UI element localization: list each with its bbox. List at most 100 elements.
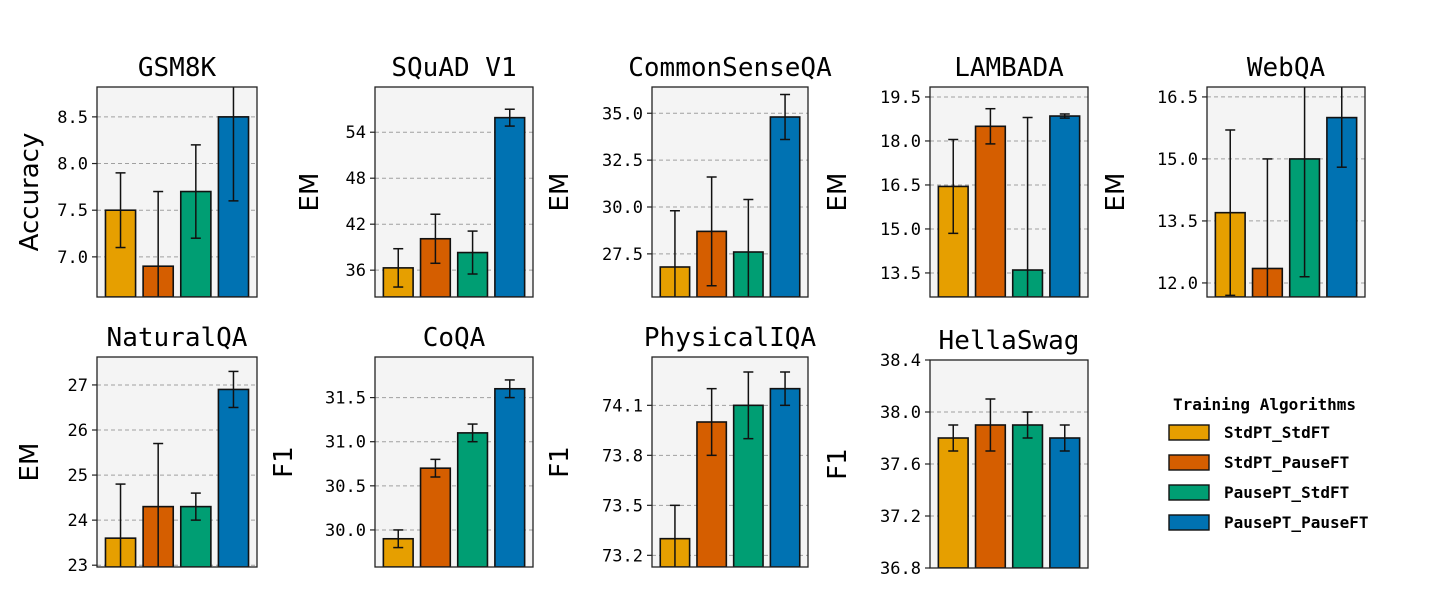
bar-pausept-stdft xyxy=(1011,424,1044,568)
legend-swatch xyxy=(1168,454,1210,471)
y-tick-label: 27 xyxy=(68,376,88,396)
y-tick-label: 30.0 xyxy=(325,521,366,541)
legend-item: PausePT_StdFT xyxy=(1168,483,1349,502)
y-tick-label: 38.0 xyxy=(880,403,921,423)
y-tick-label: 54 xyxy=(346,123,366,143)
y-tick-label: 19.5 xyxy=(880,88,921,108)
y-tick-label: 74.1 xyxy=(602,396,643,416)
axes-frame xyxy=(96,356,258,568)
y-axis-label: EM xyxy=(823,173,853,212)
y-tick-label: 27.5 xyxy=(602,245,643,265)
y-tick-label: 31.0 xyxy=(325,433,366,453)
y-tick-label: 37.2 xyxy=(880,507,921,527)
panel-physicaliqa: 73.2 73.5 73.8 74.1 PhysicalIQA F1 xyxy=(545,323,817,568)
y-tick-label: 13.5 xyxy=(1157,212,1198,232)
panel-lambada: 13.5 15.0 16.5 18.0 19.5 LAMBADA EM xyxy=(823,53,1089,298)
y-tick-label: 73.8 xyxy=(602,446,643,466)
y-axis-label: EM xyxy=(295,173,325,212)
legend-swatch xyxy=(1168,424,1210,441)
panel-webqa: 12.0 13.5 15.0 16.5 WebQA EM xyxy=(1101,53,1366,298)
bar-pausept-pauseft xyxy=(769,387,801,567)
bars xyxy=(104,370,250,567)
panel-title: PhysicalIQA xyxy=(644,323,817,353)
bar-stdpt-pauseft xyxy=(419,467,452,567)
y-tick-label: 36.8 xyxy=(880,559,921,579)
axes-frame xyxy=(374,356,534,568)
bar-stdpt-pauseft xyxy=(974,125,1007,297)
legend-label: StdPT_PauseFT xyxy=(1224,453,1349,472)
bars xyxy=(937,107,1081,297)
y-tick-label: 31.5 xyxy=(325,389,366,409)
legend-swatch xyxy=(1168,484,1210,501)
bar-pausept-pauseft xyxy=(217,388,250,567)
y-axis-label: EM xyxy=(545,173,575,212)
bar-pausept-pauseft xyxy=(769,116,801,297)
panel-title: SQuAD V1 xyxy=(391,53,516,83)
legend-label: PausePT_PauseFT xyxy=(1224,513,1369,532)
panel-hellaswag: 36.8 37.2 37.6 38.0 38.4 HellaSwag F1 xyxy=(823,326,1089,579)
y-tick-label: 7.0 xyxy=(57,248,88,268)
axes-frame xyxy=(96,86,258,298)
y-tick-label: 32.5 xyxy=(602,151,643,171)
axes-frame xyxy=(1206,86,1366,298)
y-tick-label: 13.5 xyxy=(880,264,921,284)
y-tick-label: 30.0 xyxy=(602,198,643,218)
axes-frame xyxy=(651,86,809,298)
legend-item: StdPT_StdFT xyxy=(1168,423,1330,442)
y-axis-label: F1 xyxy=(545,446,575,478)
legend-item: StdPT_PauseFT xyxy=(1168,453,1349,472)
bars xyxy=(382,379,526,567)
y-tick-label: 15.0 xyxy=(1157,150,1198,170)
bars xyxy=(659,93,801,297)
y-tick-label: 35.0 xyxy=(602,104,643,124)
y-axis-label: EM xyxy=(1101,173,1131,212)
panel-title: NaturalQA xyxy=(107,323,248,353)
panel-naturalqa: 23 24 25 26 27 NaturalQA EM xyxy=(15,323,258,576)
y-tick-label: 8.5 xyxy=(57,108,88,128)
panel-title: CoQA xyxy=(423,323,486,353)
legend-item: PausePT_PauseFT xyxy=(1168,513,1369,532)
legend: Training Algorithms StdPT_StdFT StdPT_Paus… xyxy=(1168,395,1369,532)
y-tick-label: 73.5 xyxy=(602,496,643,516)
y-axis-label: F1 xyxy=(269,446,299,478)
y-tick-label: 12.0 xyxy=(1157,274,1198,294)
y-tick-label: 36 xyxy=(346,261,366,281)
bar-pausept-pauseft xyxy=(1049,115,1081,297)
bars xyxy=(937,398,1081,568)
y-tick-label: 37.6 xyxy=(880,455,921,475)
bar-pausept-pauseft xyxy=(1049,437,1081,568)
panel-gsm8k: 7.0 7.5 8.0 8.5 GSM8K Accuracy xyxy=(15,53,258,298)
bar-pausept-pauseft xyxy=(494,116,526,297)
y-tick-label: 7.5 xyxy=(57,201,88,221)
axes-frame xyxy=(374,86,534,298)
bar-pausept-pauseft xyxy=(494,387,526,567)
y-axis-label: EM xyxy=(15,443,45,482)
panel-coqa: 30.0 30.5 31.0 31.5 CoQA F1 xyxy=(269,323,534,568)
y-tick-label: 26 xyxy=(68,421,88,441)
y-axis-label: Accuracy xyxy=(15,133,45,252)
panel-title: LAMBADA xyxy=(954,53,1064,83)
panel-commonsenseqa: 27.5 30.0 32.5 35.0 CommonSenseQA EM xyxy=(545,53,832,298)
bars xyxy=(104,87,250,297)
y-tick-label: 15.0 xyxy=(880,220,921,240)
legend-label: PausePT_StdFT xyxy=(1224,483,1349,502)
y-tick-label: 23 xyxy=(68,556,88,576)
bar-stdpt-stdft xyxy=(937,437,969,568)
y-tick-label: 16.5 xyxy=(1157,88,1198,108)
y-tick-label: 30.5 xyxy=(325,477,366,497)
y-tick-label: 48 xyxy=(346,169,366,189)
y-tick-label: 25 xyxy=(68,466,88,486)
y-tick-label: 18.0 xyxy=(880,132,921,152)
panel-title: CommonSenseQA xyxy=(628,53,832,83)
axes-frame xyxy=(651,356,809,568)
bar-pausept-stdft xyxy=(456,432,489,567)
legend-label: StdPT_StdFT xyxy=(1224,423,1330,442)
bars xyxy=(382,108,526,297)
bars xyxy=(1214,87,1358,297)
bars xyxy=(659,371,801,567)
panel-title: GSM8K xyxy=(138,53,217,83)
panel-title: WebQA xyxy=(1247,53,1326,83)
y-tick-label: 73.2 xyxy=(602,546,643,566)
y-axis-label: F1 xyxy=(823,448,853,480)
